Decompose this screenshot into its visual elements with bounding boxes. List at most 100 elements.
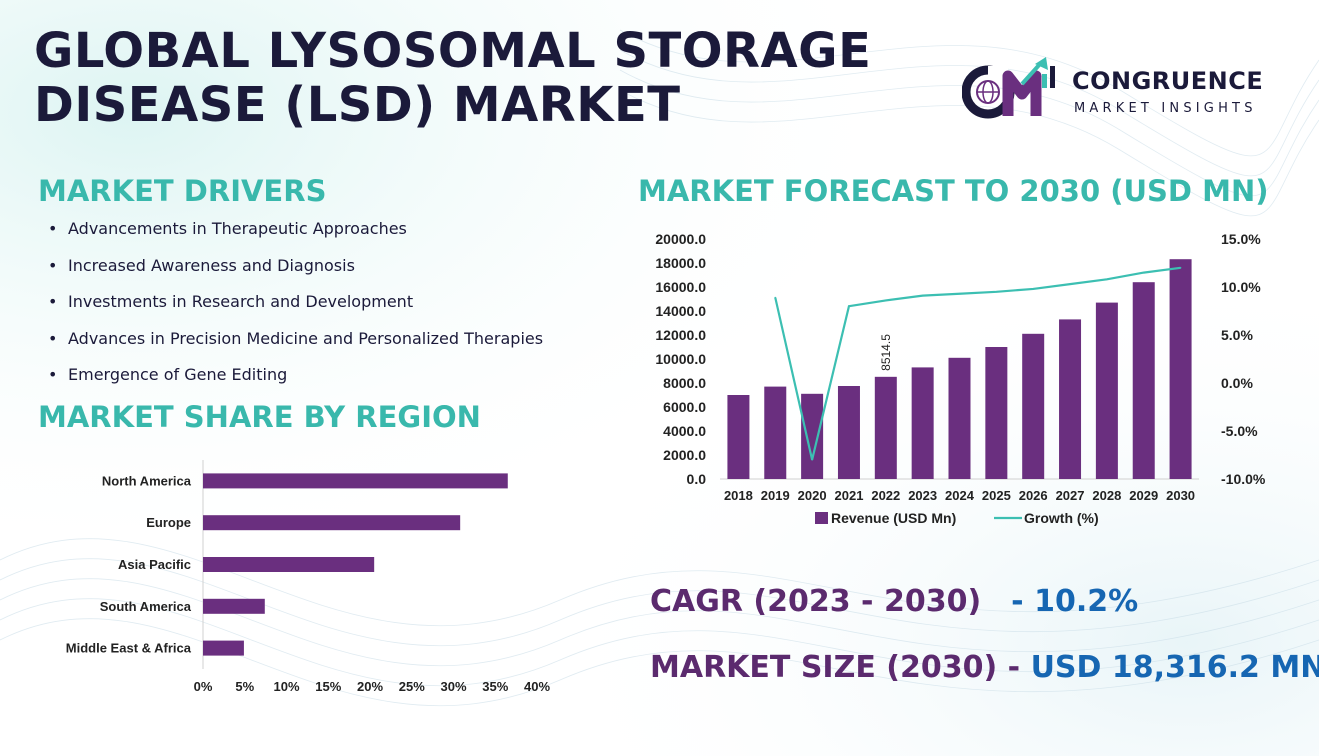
- growth-point: [921, 294, 924, 297]
- growth-point: [1179, 267, 1182, 269]
- market-size-value: USD 18,316.2 MN: [1030, 650, 1319, 685]
- market-size-stat: MARKET SIZE (2030) - USD 18,316.2 MN: [650, 650, 1319, 685]
- region-category-label: South America: [100, 599, 192, 614]
- driver-item: • Investments in Research and Development: [48, 292, 414, 312]
- cagr-stat: CAGR (2023 - 2030) - 10.2%: [650, 584, 1138, 619]
- forecast-left-tick-label: 20000.0: [655, 231, 706, 247]
- forecast-x-tick-label: 2025: [982, 488, 1011, 503]
- driver-item-text: Advancements in Therapeutic Approaches: [68, 219, 407, 238]
- region-x-tick-label: 10%: [273, 679, 299, 694]
- growth-point: [774, 296, 777, 299]
- growth-point: [1032, 288, 1034, 290]
- revenue-bar: [727, 395, 750, 479]
- region-bar: [203, 557, 375, 572]
- forecast-x-tick-label: 2030: [1166, 488, 1195, 503]
- revenue-data-label: 8514.5: [879, 334, 893, 371]
- forecast-right-tick-label: -10.0%: [1221, 471, 1266, 487]
- forecast-left-tick-label: 4000.0: [663, 423, 706, 439]
- growth-point: [811, 459, 813, 461]
- forecast-x-tick-label: 2023: [908, 488, 937, 503]
- revenue-bar: [801, 393, 824, 479]
- revenue-bar: [1095, 302, 1118, 479]
- growth-point: [885, 299, 887, 302]
- region-x-tick-label: 25%: [399, 679, 425, 694]
- forecast-left-tick-label: 14000.0: [655, 303, 706, 319]
- forecast-x-tick-label: 2027: [1056, 488, 1085, 503]
- revenue-bar: [1132, 282, 1155, 479]
- region-x-tick-label: 35%: [482, 679, 508, 694]
- driver-item: • Advances in Precision Medicine and Pers…: [48, 328, 544, 348]
- driver-item: • Advancements in Therapeutic Approaches: [48, 219, 407, 238]
- revenue-bar: [911, 367, 934, 479]
- market-share-heading: MARKET SHARE BY REGION: [38, 400, 481, 434]
- forecast-x-tick-label: 2021: [835, 488, 864, 503]
- forecast-x-tick-label: 2018: [724, 488, 753, 503]
- forecast-left-tick-label: 12000.0: [655, 327, 706, 343]
- growth-line: [774, 266, 1181, 461]
- forecast-x-tick-label: 2022: [871, 488, 900, 503]
- legend-revenue-label: Revenue (USD Mn): [831, 510, 956, 526]
- forecast-x-tick-label: 2028: [1092, 488, 1121, 503]
- page-title-line1: GLOBAL LYSOSOMAL STORAGE: [34, 23, 872, 79]
- region-bar: [203, 515, 461, 531]
- region-bar: [203, 473, 508, 489]
- brand-name: CONGRUENCE: [1072, 67, 1264, 95]
- forecast-left-tick-label: 6000.0: [663, 399, 706, 415]
- driver-item: • Emergence of Gene Editing: [48, 365, 288, 385]
- driver-item-text: Emergence of Gene Editing: [68, 365, 288, 385]
- market-drivers-heading: MARKET DRIVERS: [38, 174, 327, 208]
- driver-item-text: Advances in Precision Medicine and Perso…: [68, 328, 544, 348]
- region-category-label: North America: [102, 473, 192, 488]
- region-x-tick-label: 20%: [357, 679, 383, 694]
- revenue-bar: [874, 376, 897, 479]
- growth-point: [1142, 271, 1145, 274]
- forecast-x-tick-label: 2024: [945, 488, 975, 503]
- growth-point: [995, 291, 998, 293]
- forecast-x-tick-label: 2019: [761, 488, 790, 503]
- revenue-bar: [1022, 333, 1045, 479]
- cagr-label: CAGR (2023 - 2030): [650, 584, 982, 619]
- legend-growth-label: Growth (%): [1024, 510, 1099, 526]
- revenue-bar: [948, 357, 971, 479]
- driver-item-text: Increased Awareness and Diagnosis: [68, 255, 355, 275]
- forecast-x-tick-label: 2020: [798, 488, 827, 503]
- revenue-bar: [985, 347, 1008, 479]
- forecast-right-tick-label: -5.0%: [1221, 423, 1258, 439]
- market-forecast-chart: 0.0 2000.0 4000.0 6000.0 8000.0 10000.0 12000.…: [655, 231, 1266, 526]
- region-share-chart: North America Europe Asia Pacific South Ame…: [66, 460, 550, 694]
- revenue-bar: [837, 386, 860, 479]
- forecast-x-tick-label: 2029: [1129, 488, 1158, 503]
- driver-item-text: Investments in Research and Development: [68, 292, 414, 312]
- forecast-right-tick-label: 10.0%: [1221, 279, 1261, 295]
- market-size-dash: -: [1007, 650, 1021, 685]
- forecast-left-tick-label: 18000.0: [655, 255, 706, 271]
- page-title: GLOBAL LYSOSOMAL STORAGE DISEASE (LSD) M…: [34, 24, 914, 132]
- legend-revenue-swatch: [815, 512, 828, 524]
- growth-point: [958, 292, 961, 295]
- revenue-bar: [764, 386, 787, 479]
- driver-item: • Increased Awareness and Diagnosis: [48, 255, 355, 275]
- forecast-right-tick-label: 15.0%: [1221, 231, 1261, 247]
- region-category-label: Middle East & Africa: [66, 641, 192, 656]
- region-category-label: Asia Pacific: [118, 557, 191, 572]
- region-x-tick-label: 15%: [315, 679, 341, 694]
- forecast-x-tick-label: 2026: [1019, 488, 1048, 503]
- forecast-left-tick-label: 2000.0: [663, 447, 706, 463]
- page-title-line2: DISEASE (LSD) MARKET: [34, 77, 681, 133]
- forecast-right-tick-label: 0.0%: [1221, 375, 1253, 391]
- forecast-right-tick-label: 5.0%: [1221, 327, 1253, 343]
- growth-point: [1106, 278, 1108, 281]
- region-x-tick-label: 40%: [524, 679, 550, 694]
- growth-point: [1069, 283, 1071, 285]
- region-x-tick-label: 0%: [194, 679, 213, 694]
- region-category-label: Europe: [146, 515, 191, 530]
- forecast-left-tick-label: 10000.0: [655, 351, 706, 367]
- forecast-left-tick-label: 8000.0: [663, 375, 706, 391]
- forecast-left-tick-label: 0.0: [687, 471, 707, 487]
- revenue-bar: [1169, 259, 1192, 479]
- brand-logo: CONGRUENCE MARKET INSIGHTS: [962, 54, 1292, 124]
- region-x-tick-label: 5%: [235, 679, 254, 694]
- market-drivers-list: • Advancements in Therapeutic Approaches …: [48, 218, 543, 401]
- region-bar: [203, 598, 265, 614]
- region-bar: [203, 640, 244, 656]
